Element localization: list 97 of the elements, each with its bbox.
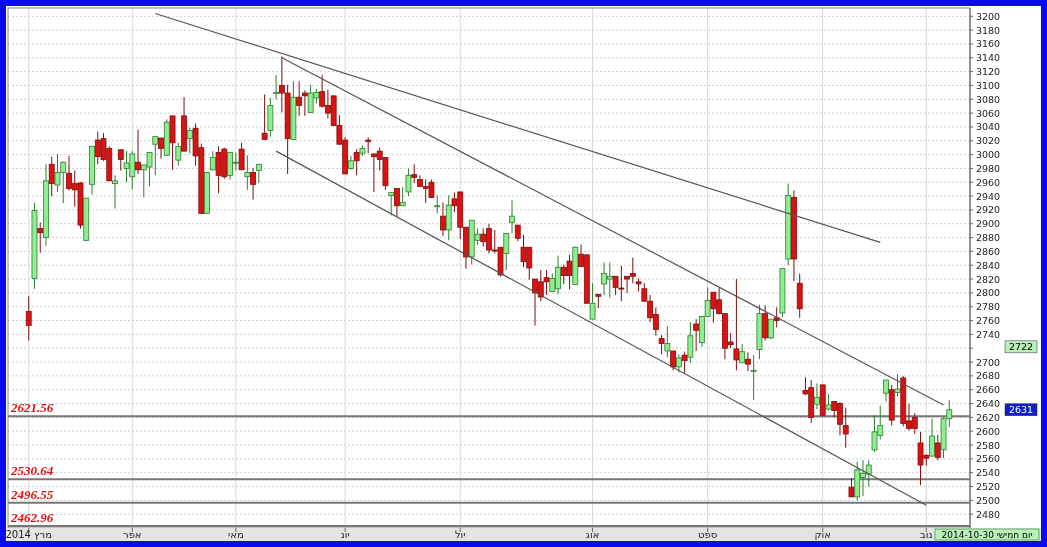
- candlestick: [261, 93, 268, 140]
- candlestick: [440, 201, 446, 237]
- y-tick-label: 2480: [975, 508, 1001, 520]
- y-tick-label: 2560: [975, 453, 1001, 465]
- y-tick-label: 2540: [975, 467, 1001, 479]
- candlestick: [681, 351, 688, 375]
- candlestick: [238, 142, 245, 171]
- y-tick-label: 3020: [975, 135, 1001, 147]
- x-tick-label: יונ: [340, 529, 350, 540]
- x-tick-label: 2014 מרץ: [5, 529, 52, 540]
- candlestick: [135, 129, 141, 175]
- candlestick: [503, 232, 510, 271]
- candlestick: [405, 167, 412, 197]
- y-tick-label: 2680: [975, 370, 1001, 382]
- candlestick: [255, 163, 262, 184]
- y-tick-label: 2780: [975, 301, 1001, 313]
- candlestick: [670, 350, 677, 371]
- x-tick-label: מאי: [227, 529, 244, 540]
- ref-line-label: 2496.55: [10, 486, 54, 502]
- candlestick: [244, 154, 251, 191]
- y-tick-label: 3060: [975, 107, 1001, 119]
- ref-line-label: 2462.96: [10, 509, 54, 525]
- y-tick-label: 3160: [975, 38, 1001, 50]
- y-tick-label: 2660: [975, 384, 1001, 396]
- candlestick: [814, 382, 820, 410]
- x-tick-label: יול: [454, 529, 466, 540]
- y-tick-label: 2840: [975, 259, 1001, 271]
- y-tick-label: 2520: [975, 481, 1001, 493]
- y-tick-label: 3140: [975, 52, 1001, 64]
- candlestick: [301, 89, 308, 117]
- candlestick: [152, 136, 159, 176]
- candlestick: [589, 282, 596, 320]
- candlestick: [353, 148, 360, 176]
- y-tick-label: 3100: [975, 79, 1001, 91]
- candlestick: [934, 434, 941, 461]
- candlestick: [37, 221, 44, 254]
- y-tick-label: 3120: [975, 66, 1001, 78]
- y-tick-label: 2820: [975, 273, 1001, 285]
- candlestick: [296, 80, 303, 117]
- candlestick: [773, 306, 780, 328]
- candlestick: [273, 74, 280, 100]
- text: 2631: [1008, 404, 1034, 416]
- y-tick-label: 2900: [975, 218, 1001, 230]
- y-tick-label: 2620: [975, 411, 1001, 423]
- candlestick: [733, 278, 740, 371]
- y-tick-label: 3040: [975, 121, 1001, 133]
- x-tick-label: אוק: [814, 529, 831, 540]
- x-tick-label: אוג: [585, 529, 600, 540]
- text: 2014-10-30 יום חמישי: [941, 530, 1033, 540]
- y-tick-label: 2700: [975, 356, 1001, 368]
- candlestick: [768, 318, 774, 340]
- candlestick: [399, 186, 406, 207]
- y-tick-label: 2600: [975, 425, 1001, 437]
- y-tick-label: 2740: [975, 328, 1001, 340]
- text: 2722: [1008, 341, 1034, 353]
- candlestick: [411, 163, 418, 184]
- x-tick-label: נוב: [920, 529, 933, 540]
- y-tick-label: 2960: [975, 176, 1001, 188]
- ref-line-label: 2530.64: [10, 463, 54, 479]
- candlestick: [158, 137, 164, 160]
- y-tick-label: 2580: [975, 439, 1001, 451]
- x-tick-label: אפר: [122, 529, 142, 540]
- candlestick: [739, 343, 746, 364]
- candlestick: [25, 295, 32, 342]
- y-tick-label: 3080: [975, 93, 1001, 105]
- candlestick: [658, 334, 665, 355]
- candlestick: [112, 174, 118, 210]
- candlestick: [687, 321, 694, 364]
- candlestick: [745, 351, 751, 372]
- ref-line-label: 2621.56: [10, 400, 54, 416]
- candlestick: [883, 379, 889, 402]
- y-tick-label: 3000: [975, 149, 1001, 161]
- candlestick: [394, 187, 400, 218]
- candlestick: [842, 407, 849, 449]
- y-tick-label: 3180: [975, 24, 1001, 36]
- y-tick-label: 2880: [975, 232, 1001, 244]
- candlestick: [750, 354, 757, 401]
- x-tick-label: ספט: [698, 529, 718, 540]
- y-tick-label: 2800: [975, 287, 1001, 299]
- candlestick: [48, 156, 55, 197]
- y-tick-label: 2640: [975, 398, 1001, 410]
- y-tick-label: 2760: [975, 315, 1001, 327]
- candlestick: [175, 142, 182, 167]
- candlestick: [848, 477, 855, 498]
- candlestick: [894, 373, 901, 398]
- y-tick-label: 3200: [975, 10, 1001, 22]
- y-tick-label: 2860: [975, 245, 1001, 257]
- candlestick: [664, 325, 671, 358]
- y-tick-label: 2920: [975, 204, 1001, 216]
- candlestick: [509, 199, 515, 234]
- y-tick-label: 2980: [975, 162, 1001, 174]
- y-tick-label: 2500: [975, 494, 1001, 506]
- candlestick: [693, 318, 700, 352]
- y-tick-label: 2940: [975, 190, 1001, 202]
- candlestick: [929, 418, 935, 458]
- candlestick: [117, 149, 124, 171]
- candlestick: [250, 167, 256, 201]
